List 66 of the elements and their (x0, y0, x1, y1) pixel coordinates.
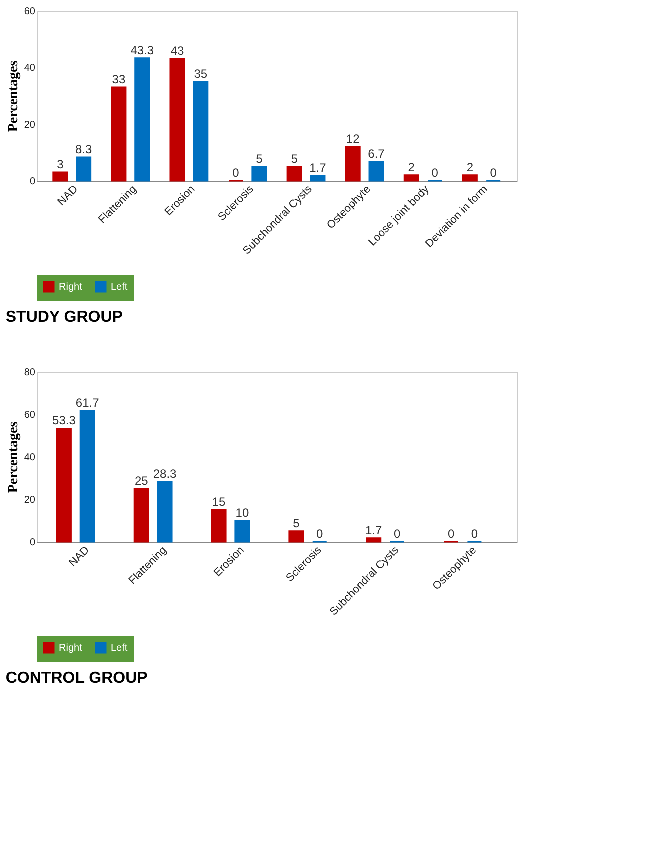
legend-label: Right (59, 643, 83, 654)
data-label: 2 (408, 160, 416, 174)
data-label: 53.3 (52, 414, 76, 428)
bar (80, 410, 96, 543)
bar (345, 146, 361, 182)
bar (286, 166, 302, 182)
bar (234, 520, 250, 543)
data-label: 10 (236, 506, 250, 520)
text: CONTROL GROUP (6, 670, 148, 687)
data-label: 1.7 (310, 161, 327, 176)
data-label: 0 (316, 527, 324, 541)
data-label: 28.3 (153, 466, 178, 481)
bar (170, 58, 186, 182)
data-label: 5 (293, 516, 300, 530)
data-label: 3 (57, 158, 64, 172)
bar (252, 166, 268, 182)
data-label: 0 (490, 166, 498, 180)
data-label: 43 (170, 44, 184, 58)
data-label: 0 (471, 527, 478, 541)
text: STUDY GROUP (6, 309, 124, 326)
y-tick-label: 80 (24, 368, 36, 378)
data-label: 0 (232, 166, 240, 180)
y-tick-label: 20 (24, 120, 36, 131)
data-label: 25 (134, 474, 149, 488)
bar (462, 174, 478, 182)
bar (404, 174, 420, 182)
y-tick-label: 20 (24, 495, 36, 506)
data-label: 61.7 (76, 396, 100, 410)
bar (134, 58, 150, 182)
data-label: 43.3 (130, 43, 154, 58)
y-axis-title: Percentages (6, 421, 22, 494)
legend-label: Left (111, 643, 128, 654)
data-label: 33 (112, 72, 126, 86)
y-tick-label: 60 (24, 410, 36, 421)
bar (211, 509, 227, 543)
data-label: 8.3 (75, 142, 92, 156)
data-label: 35 (194, 66, 208, 81)
y-axis-title: Percentages (6, 60, 22, 132)
y-tick-label: 0 (30, 538, 36, 548)
bar (56, 428, 72, 543)
data-label: 0 (432, 166, 439, 180)
bar (157, 481, 173, 543)
bar (134, 488, 150, 543)
legend-label: Left (111, 282, 128, 293)
bar (288, 530, 304, 543)
y-tick-label: 60 (24, 6, 36, 18)
bar (366, 538, 382, 543)
data-label: 0 (448, 527, 455, 541)
y-tick-label: 40 (24, 63, 36, 74)
bar (310, 175, 326, 182)
data-label: 5 (256, 152, 264, 166)
legend-label: Right (59, 282, 83, 293)
bar (193, 81, 209, 182)
bar (52, 172, 68, 182)
data-label: 2 (466, 160, 474, 174)
bar (111, 86, 127, 182)
data-label: 0 (394, 527, 401, 541)
data-label: 15 (212, 495, 226, 510)
bar (76, 156, 92, 182)
data-label: 5 (291, 152, 298, 166)
data-label: 6.7 (368, 147, 386, 162)
data-label: 1.7 (366, 523, 383, 538)
y-tick-label: 40 (24, 452, 36, 464)
data-label: 12 (346, 132, 360, 146)
bar (368, 161, 384, 182)
y-tick-label: 0 (30, 176, 36, 188)
